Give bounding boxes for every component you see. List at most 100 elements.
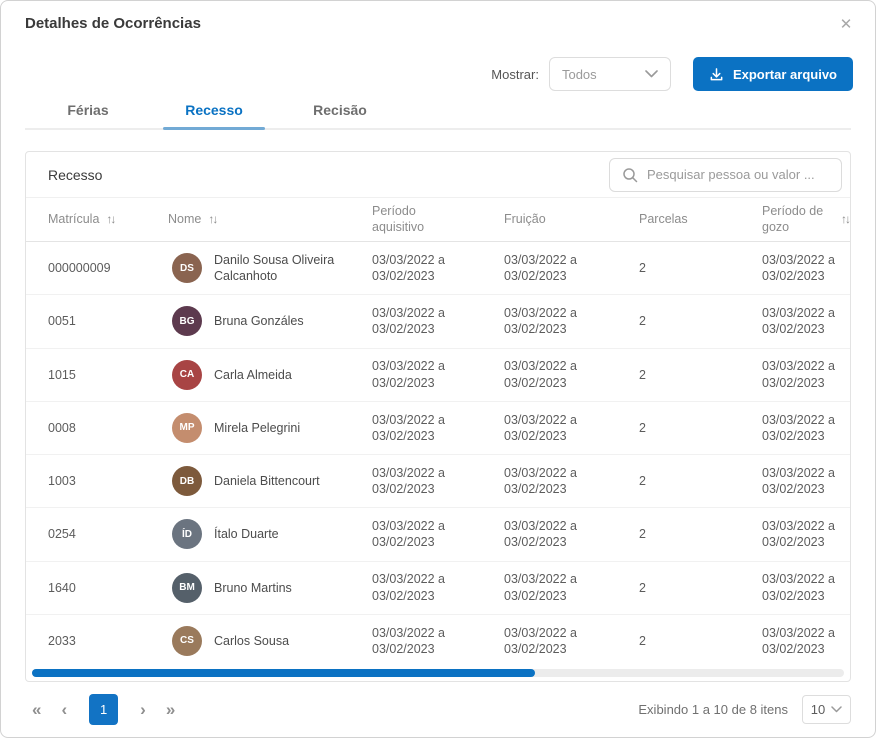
table-row[interactable]: 000000009 DS Danilo Sousa Oliveira Calca… (26, 242, 850, 295)
show-filter-value: Todos (562, 67, 597, 82)
fruicao-cell: 03/03/2022 a 03/02/2023 (504, 625, 617, 658)
first-page-button[interactable]: « (29, 700, 44, 720)
avatar: DS (172, 253, 202, 283)
page-size-value: 10 (811, 702, 825, 717)
column-header-periodo-gozo[interactable]: Período de gozo ↑↓ (740, 204, 850, 235)
periodo-aquisitivo-cell: 03/03/2022 a 03/02/2023 (372, 305, 504, 338)
nome-cell: BM Bruno Martins (168, 573, 372, 603)
parcelas-cell: 2 (617, 633, 740, 649)
parcelas-cell: 2 (617, 260, 740, 276)
page-title: Detalhes de Ocorrências (25, 15, 201, 32)
periodo-gozo-cell: 03/03/2022 a 03/02/2023 (740, 358, 850, 391)
employee-name: Daniela Bittencourt (214, 473, 320, 489)
fruicao-cell: 03/03/2022 a 03/02/2023 (504, 358, 617, 391)
matricula-cell: 1640 (26, 580, 168, 596)
matricula-cell: 1003 (26, 473, 168, 489)
avatar: BM (172, 573, 202, 603)
next-page-button[interactable]: › (137, 700, 149, 720)
scrollbar-thumb[interactable] (32, 669, 535, 677)
column-header-parcelas: Parcelas (617, 212, 740, 228)
table-row[interactable]: 0051 BG Bruna Gonzáles 03/03/2022 a 03/0… (26, 295, 850, 348)
search-box (609, 158, 842, 192)
column-header-matricula[interactable]: Matrícula ↑↓ (26, 212, 168, 228)
table-title: Recesso (48, 167, 102, 183)
parcelas-cell: 2 (617, 313, 740, 329)
table-row[interactable]: 1640 BM Bruno Martins 03/03/2022 a 03/02… (26, 562, 850, 615)
previous-page-button[interactable]: ‹ (58, 700, 70, 720)
fruicao-cell: 03/03/2022 a 03/02/2023 (504, 518, 617, 551)
nome-cell: CA Carla Almeida (168, 360, 372, 390)
employee-name: Bruna Gonzáles (214, 313, 304, 329)
export-file-button[interactable]: Exportar arquivo (693, 57, 853, 91)
pagination-bar: « ‹ 1 › » Exibindo 1 a 10 de 8 itens 10 (25, 682, 851, 737)
employee-name: Bruno Martins (214, 580, 292, 596)
matricula-cell: 2033 (26, 633, 168, 649)
nome-cell: CS Carlos Sousa (168, 626, 372, 656)
table-row[interactable]: 2033 CS Carlos Sousa 03/03/2022 a 03/02/… (26, 615, 850, 667)
show-filter-select[interactable]: Todos (549, 57, 671, 91)
avatar: BG (172, 306, 202, 336)
current-page-button[interactable]: 1 (89, 694, 118, 725)
periodo-aquisitivo-cell: 03/03/2022 a 03/02/2023 (372, 571, 504, 604)
column-header-nome[interactable]: Nome ↑↓ (168, 212, 372, 228)
periodo-aquisitivo-cell: 03/03/2022 a 03/02/2023 (372, 252, 504, 285)
tab-recesso[interactable]: Recesso (151, 97, 277, 128)
tab-recisao[interactable]: Recisão (277, 97, 403, 128)
search-icon (622, 167, 638, 183)
export-file-label: Exportar arquivo (733, 67, 837, 82)
items-summary: Exibindo 1 a 10 de 8 itens (638, 702, 788, 717)
column-header-periodo-aquisitivo: Período aquisitivo (372, 204, 504, 235)
matricula-cell: 0008 (26, 420, 168, 436)
page-controls: « ‹ 1 › » (25, 694, 178, 725)
periodo-gozo-cell: 03/03/2022 a 03/02/2023 (740, 252, 850, 285)
employee-name: Carlos Sousa (214, 633, 289, 649)
fruicao-cell: 03/03/2022 a 03/02/2023 (504, 465, 617, 498)
nome-cell: DB Daniela Bittencourt (168, 466, 372, 496)
parcelas-cell: 2 (617, 367, 740, 383)
search-input[interactable] (647, 167, 829, 182)
employee-name: Mirela Pelegrini (214, 420, 300, 436)
close-icon[interactable]: ✕ (835, 13, 857, 35)
sort-icon[interactable]: ↑↓ (208, 212, 216, 227)
nome-cell: ÍD Ítalo Duarte (168, 519, 372, 549)
toolbar: Mostrar: Todos Exportar arquivo (491, 57, 853, 91)
avatar: MP (172, 413, 202, 443)
show-label: Mostrar: (491, 67, 539, 82)
recesso-table-card: Recesso Matrícula ↑↓ Nome ↑↓ Período aqu… (25, 151, 851, 682)
employee-name: Carla Almeida (214, 367, 292, 383)
page-size-select[interactable]: 10 (802, 695, 851, 724)
periodo-aquisitivo-cell: 03/03/2022 a 03/02/2023 (372, 412, 504, 445)
table-title-row: Recesso (26, 152, 850, 198)
last-page-button[interactable]: » (163, 700, 178, 720)
fruicao-cell: 03/03/2022 a 03/02/2023 (504, 305, 617, 338)
download-icon (709, 67, 724, 82)
sort-icon[interactable]: ↑↓ (841, 212, 849, 227)
table-row[interactable]: 0008 MP Mirela Pelegrini 03/03/2022 a 03… (26, 402, 850, 455)
parcelas-cell: 2 (617, 580, 740, 596)
table-row[interactable]: 1015 CA Carla Almeida 03/03/2022 a 03/02… (26, 349, 850, 402)
matricula-cell: 1015 (26, 367, 168, 383)
parcelas-cell: 2 (617, 473, 740, 489)
parcelas-cell: 2 (617, 420, 740, 436)
employee-name: Ítalo Duarte (214, 526, 279, 542)
avatar: DB (172, 466, 202, 496)
periodo-gozo-cell: 03/03/2022 a 03/02/2023 (740, 571, 850, 604)
avatar: ÍD (172, 519, 202, 549)
table-row[interactable]: 0254 ÍD Ítalo Duarte 03/03/2022 a 03/02/… (26, 508, 850, 561)
periodo-aquisitivo-cell: 03/03/2022 a 03/02/2023 (372, 358, 504, 391)
column-header-fruicao: Fruição (504, 212, 617, 228)
nome-cell: DS Danilo Sousa Oliveira Calcanhoto (168, 252, 372, 285)
table-row[interactable]: 1003 DB Daniela Bittencourt 03/03/2022 a… (26, 455, 850, 508)
matricula-cell: 0254 (26, 526, 168, 542)
table-header-row: Matrícula ↑↓ Nome ↑↓ Período aquisitivo … (26, 198, 850, 242)
nome-cell: MP Mirela Pelegrini (168, 413, 372, 443)
sort-icon[interactable]: ↑↓ (106, 212, 114, 227)
chevron-down-icon (645, 70, 658, 78)
scrollbar-track[interactable] (32, 669, 844, 677)
table-body: 000000009 DS Danilo Sousa Oliveira Calca… (26, 242, 850, 667)
pagination-summary-area: Exibindo 1 a 10 de 8 itens 10 (638, 695, 851, 724)
tab-ferias[interactable]: Férias (25, 97, 151, 128)
chevron-down-icon (831, 706, 842, 713)
avatar: CA (172, 360, 202, 390)
periodo-gozo-cell: 03/03/2022 a 03/02/2023 (740, 305, 850, 338)
